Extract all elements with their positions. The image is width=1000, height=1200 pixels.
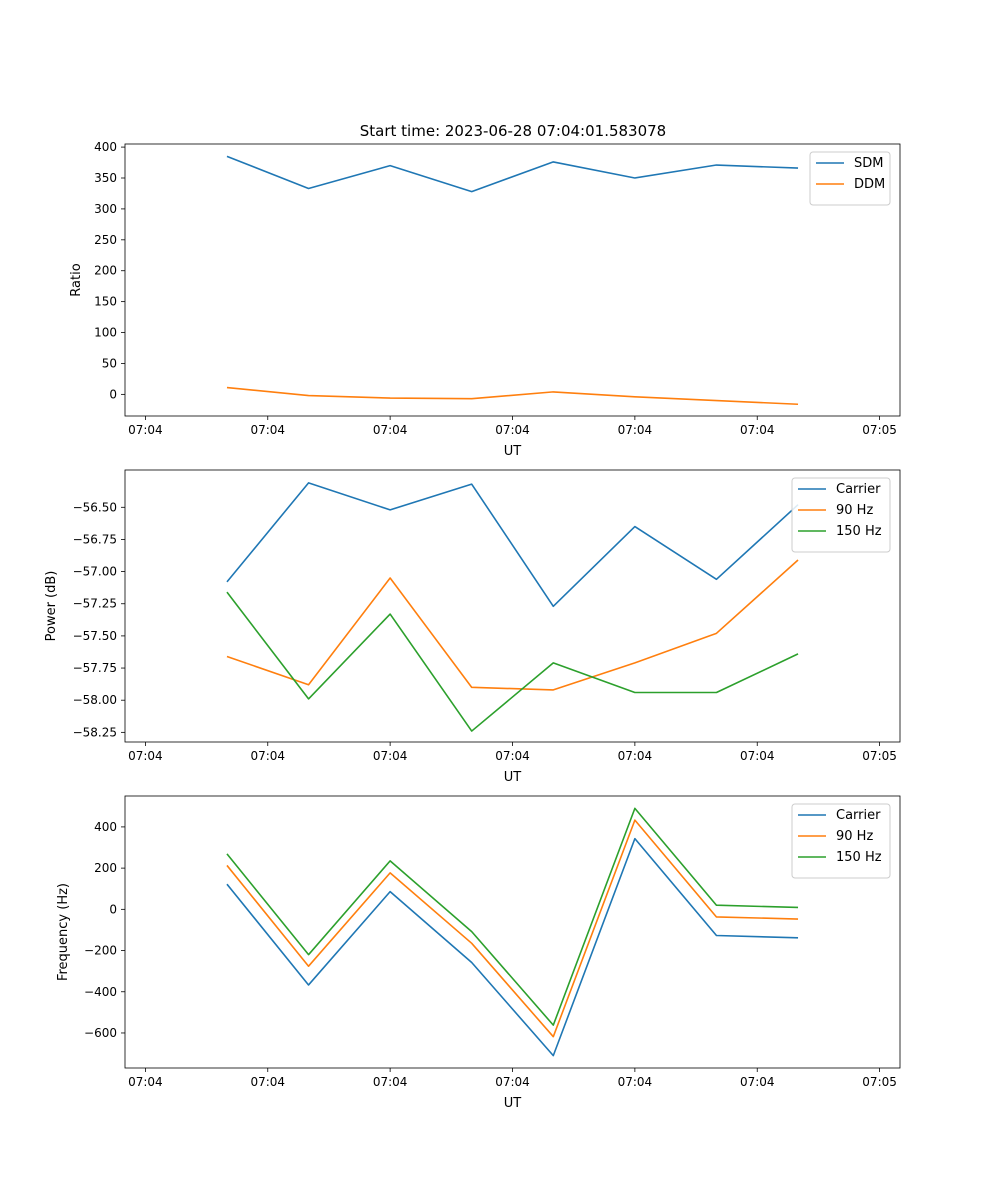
x-tick-label: 07:04	[250, 749, 285, 763]
y-tick-label: −57.50	[73, 629, 117, 643]
x-tick-label: 07:04	[128, 1075, 163, 1089]
x-tick-label: 07:04	[618, 749, 653, 763]
x-axis-label: UT	[504, 1096, 522, 1111]
y-tick-label: 0	[109, 902, 117, 916]
x-tick-label: 07:04	[740, 749, 775, 763]
x-axis-label: UT	[504, 444, 522, 459]
series-line-150-hz	[226, 591, 799, 732]
y-tick-label: 150	[94, 295, 117, 309]
x-tick-label: 07:04	[618, 423, 653, 437]
y-tick-label: −56.75	[73, 532, 117, 546]
legend-label-sdm: SDM	[854, 156, 883, 171]
subplot-frequency: 07:04 07:04 07:04 07:04 07:04 07:04 07:05 400 20…	[56, 795, 901, 1111]
y-tick-label: 350	[94, 171, 117, 185]
y-tick-label: 250	[94, 233, 117, 247]
x-tick-label: 07:04	[495, 749, 530, 763]
legend: Carrier 90 Hz 150 Hz	[791, 803, 891, 879]
series-line-carrier	[226, 482, 799, 608]
x-tick-label: 07:04	[373, 1075, 408, 1089]
x-axis-label: UT	[504, 770, 522, 785]
legend: SDM DDM	[809, 151, 891, 206]
x-tick-label: 07:05	[862, 749, 897, 763]
x-tick-label: 07:04	[373, 749, 408, 763]
legend-box	[809, 151, 891, 206]
y-tick-label: −400	[84, 985, 117, 999]
x-tick-label: 07:05	[862, 1075, 897, 1089]
subplot-power: 07:04 07:04 07:04 07:04 07:04 07:04 07:05 −56.5…	[44, 469, 901, 785]
x-tick-label: 07:04	[495, 1075, 530, 1089]
series-line-90-hz	[226, 819, 799, 1038]
y-axis-label: Ratio	[69, 263, 84, 296]
legend-label-ddm: DDM	[854, 177, 885, 192]
series-line-ddm	[226, 386, 799, 406]
series-line-sdm	[226, 155, 799, 193]
y-tick-label: 400	[94, 820, 117, 834]
legend-box	[791, 803, 891, 879]
series-line-150-hz	[226, 807, 799, 1026]
x-tick-label: 07:04	[250, 423, 285, 437]
y-tick-label: 300	[94, 202, 117, 216]
y-axis-label: Power (dB)	[44, 571, 59, 642]
figure-title: Start time: 2023-06-28 07:04:01.583078	[360, 122, 666, 140]
legend-label-90-hz: 90 Hz	[836, 829, 873, 844]
y-tick-label: 100	[94, 326, 117, 340]
x-tick-label: 07:04	[128, 423, 163, 437]
x-tick-label: 07:04	[740, 1075, 775, 1089]
x-tick-label: 07:04	[373, 423, 408, 437]
y-tick-label: 200	[94, 264, 117, 278]
x-tick-label: 07:04	[250, 1075, 285, 1089]
y-tick-label: −57.75	[73, 661, 117, 675]
x-tick-label: 07:05	[862, 423, 897, 437]
legend-label-150-hz: 150 Hz	[836, 850, 882, 865]
y-tick-label: −200	[84, 944, 117, 958]
subplot-ratio: 07:04 07:04 07:04 07:04 07:04 07:04 07:05 0 50 10…	[69, 140, 901, 459]
y-tick-label: −57.00	[73, 565, 117, 579]
y-tick-label: −58.25	[73, 725, 117, 739]
series-line-carrier	[226, 837, 799, 1057]
y-tick-label: 0	[109, 387, 117, 401]
y-tick-label: −600	[84, 1026, 117, 1040]
y-tick-label: 400	[94, 140, 117, 154]
legend-label-carrier: Carrier	[836, 808, 881, 823]
y-tick-label: 50	[102, 356, 117, 370]
x-tick-label: 07:04	[128, 749, 163, 763]
legend-label-90-hz: 90 Hz	[836, 503, 873, 518]
y-tick-label: −58.00	[73, 693, 117, 707]
legend-label-carrier: Carrier	[836, 482, 881, 497]
y-tick-label: −56.50	[73, 500, 117, 514]
legend-box	[791, 477, 891, 553]
x-tick-label: 07:04	[495, 423, 530, 437]
series-line-90-hz	[226, 559, 799, 691]
y-tick-label: 200	[94, 861, 117, 875]
y-tick-label: −57.25	[73, 597, 117, 611]
x-tick-label: 07:04	[740, 423, 775, 437]
legend: Carrier 90 Hz 150 Hz	[791, 477, 891, 553]
legend-label-150-hz: 150 Hz	[836, 524, 882, 539]
x-tick-label: 07:04	[618, 1075, 653, 1089]
y-axis-label: Frequency (Hz)	[56, 883, 71, 981]
